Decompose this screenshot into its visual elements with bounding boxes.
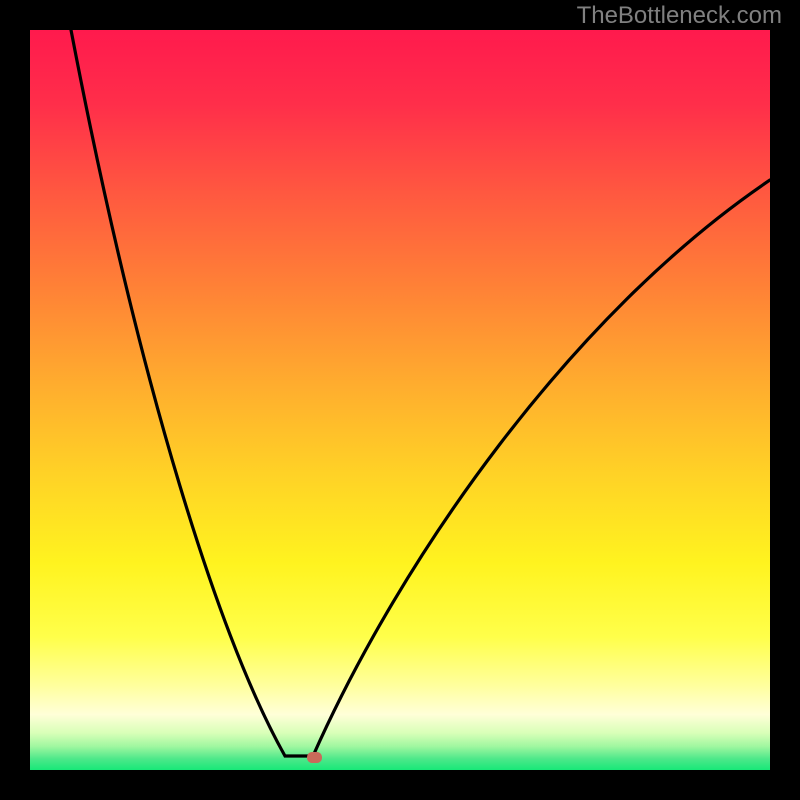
gradient-background (30, 30, 770, 770)
watermark-text: TheBottleneck.com (577, 2, 782, 30)
chart-svg (30, 30, 770, 770)
optimum-marker (307, 752, 322, 763)
plot-area (30, 30, 770, 770)
